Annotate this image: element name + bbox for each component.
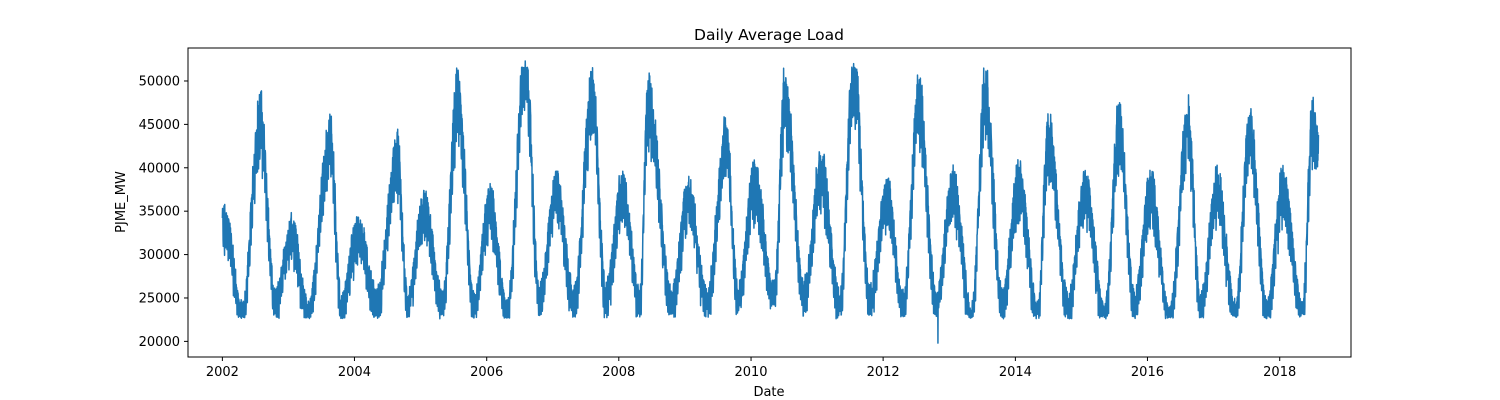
y-tick-label: 30000 [139,248,180,263]
y-tick-label: 20000 [139,335,180,350]
chart-title: Daily Average Load [694,26,844,44]
y-axis: 20000 25000 30000 35000 40000 45000 50000 [139,74,188,350]
x-tick-label: 2004 [338,365,371,380]
x-tick-label: 2014 [999,365,1032,380]
x-tick-label: 2008 [602,365,635,380]
x-axis-title: Date [753,385,784,400]
y-tick-label: 50000 [139,74,180,89]
x-axis: 2002 2004 2006 2008 2010 2012 2014 2016 2018 [206,357,1296,380]
x-tick-label: 2018 [1263,365,1296,380]
y-tick-label: 45000 [139,118,180,133]
series-line-pjme-mw [221,60,1320,344]
series-layer [221,60,1320,344]
x-tick-label: 2016 [1131,365,1164,380]
y-tick-label: 40000 [139,161,180,176]
x-tick-label: 2002 [206,365,239,380]
y-tick-label: 35000 [139,205,180,220]
x-tick-label: 2010 [734,365,767,380]
x-tick-label: 2012 [867,365,900,380]
y-axis-title: PJME_MW [114,171,129,233]
x-tick-label: 2006 [470,365,503,380]
plot-area-frame [187,47,1352,358]
y-tick-label: 25000 [139,291,180,306]
